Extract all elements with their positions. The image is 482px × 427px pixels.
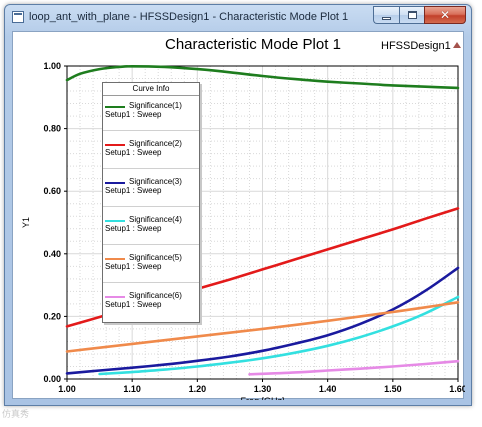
legend-entry-4[interactable]: Significance(4) Setup1 : Sweep — [103, 213, 199, 243]
title-bar[interactable]: loop_ant_with_plane - HFSSDesign1 - Char… — [5, 5, 471, 31]
legend-separator — [103, 130, 199, 131]
caption-buttons: ✕ — [373, 6, 466, 24]
legend-series-setup: Setup1 : Sweep — [105, 224, 162, 233]
close-icon: ✕ — [439, 8, 451, 22]
legend-series-name: Significance(3) — [129, 177, 182, 186]
legend-entry-6[interactable]: Significance(6) Setup1 : Sweep — [103, 289, 199, 319]
x-tick-label: 1.40 — [319, 384, 337, 394]
legend-series-setup: Setup1 : Sweep — [105, 262, 162, 271]
series-line-6[interactable] — [248, 359, 460, 376]
legend-entry-2[interactable]: Significance(2) Setup1 : Sweep — [103, 137, 199, 167]
legend-entry-1[interactable]: Significance(1) Setup1 : Sweep — [103, 99, 199, 129]
legend-swatch — [105, 258, 125, 260]
minimize-button[interactable] — [373, 6, 399, 24]
design-name-label: HFSSDesign1 — [381, 40, 451, 52]
y-tick-label: 0.00 — [43, 374, 61, 384]
app-window-icon — [12, 11, 24, 23]
y-tick-label: 0.80 — [43, 124, 61, 134]
legend-series-name: Significance(5) — [129, 253, 182, 262]
legend-series-name: Significance(2) — [129, 139, 182, 148]
legend-series-name: Significance(4) — [129, 215, 182, 224]
legend-header: Curve Info — [103, 83, 199, 96]
y-tick-label: 1.00 — [43, 61, 61, 71]
y-tick-label: 0.20 — [43, 311, 61, 321]
legend-separator — [103, 282, 199, 283]
legend-swatch — [105, 182, 125, 184]
legend-swatch — [105, 106, 125, 108]
watermark-text: 仿真秀 — [2, 409, 30, 419]
x-tick-label: 1.00 — [58, 384, 76, 394]
legend-series-name: Significance(1) — [129, 101, 182, 110]
legend-entry-5[interactable]: Significance(5) Setup1 : Sweep — [103, 251, 199, 281]
legend-swatch — [105, 144, 125, 146]
legend-separator — [103, 206, 199, 207]
series-line-5[interactable] — [65, 301, 460, 353]
y-tick-label: 0.40 — [43, 249, 61, 259]
chart-axes — [64, 65, 459, 382]
maximize-icon — [407, 11, 417, 19]
plot-area[interactable]: Characteristic Mode Plot 1 HFSSDesign1 1… — [12, 31, 465, 400]
series-line-3[interactable] — [65, 266, 460, 375]
x-tick-label: 1.50 — [384, 384, 402, 394]
scroll-up-arrow-icon[interactable] — [453, 42, 461, 48]
plot-window: loop_ant_with_plane - HFSSDesign1 - Char… — [4, 4, 472, 406]
x-tick-label: 1.10 — [123, 384, 141, 394]
chart-grid — [66, 65, 459, 380]
series-line-1[interactable] — [65, 65, 460, 90]
minimize-icon — [382, 16, 391, 20]
legend-series-name: Significance(6) — [129, 291, 182, 300]
x-tick-label: 1.20 — [189, 384, 207, 394]
chart-labels: 1.00 1.10 1.20 1.30 1.40 1.50 1.60 0.00 0.20 0.40… — [21, 61, 465, 400]
curve-info-legend[interactable]: Curve Info Significance(1) Setup1 : Sweep… — [102, 82, 200, 323]
y-tick-label: 0.60 — [43, 186, 61, 196]
characteristic-mode-chart[interactable]: 1.00 1.10 1.20 1.30 1.40 1.50 1.60 0.00 0.20 0.40… — [13, 32, 465, 400]
legend-separator — [103, 244, 199, 245]
legend-swatch — [105, 296, 125, 298]
y-axis-label: Y1 — [21, 217, 31, 228]
legend-series-setup: Setup1 : Sweep — [105, 110, 162, 119]
window-title: loop_ant_with_plane - HFSSDesign1 - Char… — [29, 11, 349, 23]
legend-series-setup: Setup1 : Sweep — [105, 148, 162, 157]
series-line-4[interactable] — [98, 295, 460, 376]
plot-title: Characteristic Mode Plot 1 — [165, 36, 341, 53]
maximize-button[interactable] — [399, 6, 424, 24]
legend-series-setup: Setup1 : Sweep — [105, 186, 162, 195]
x-axis-label: Freq [GHz] — [240, 396, 284, 400]
x-tick-label: 1.60 — [449, 384, 465, 394]
x-tick-label: 1.30 — [254, 384, 272, 394]
legend-swatch — [105, 220, 125, 222]
legend-separator — [103, 168, 199, 169]
close-button[interactable]: ✕ — [424, 6, 466, 24]
legend-entry-3[interactable]: Significance(3) Setup1 : Sweep — [103, 175, 199, 205]
legend-series-setup: Setup1 : Sweep — [105, 300, 162, 309]
